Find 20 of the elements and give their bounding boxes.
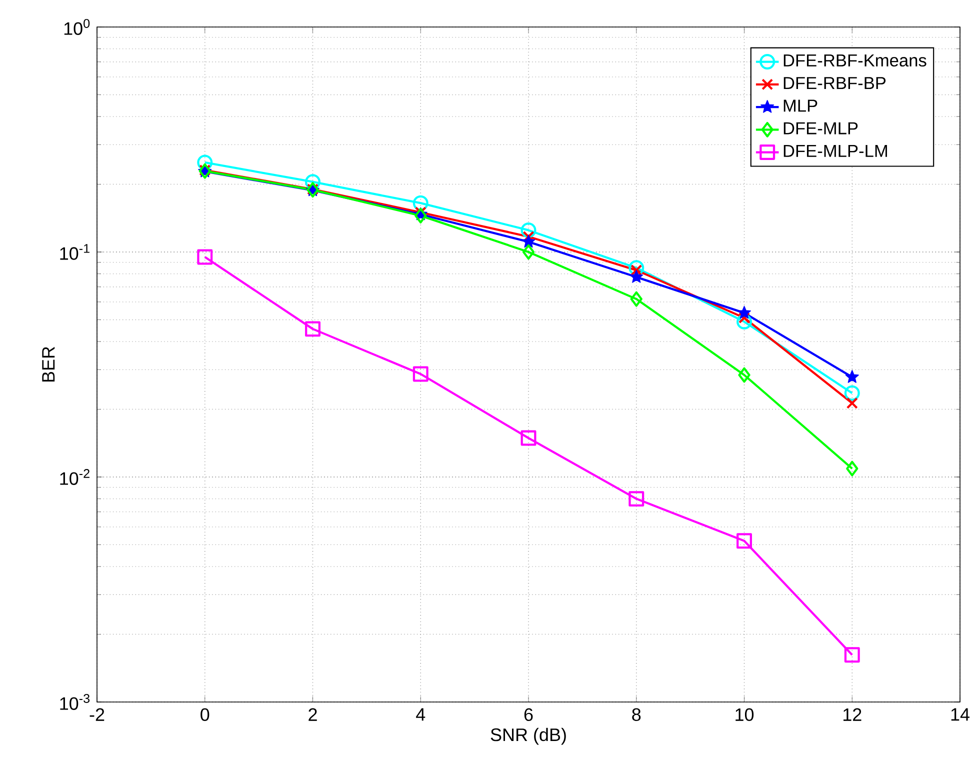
x-tick-label: 14 (951, 708, 970, 721)
legend-label: DFE-RBF-BP (784, 77, 886, 90)
x-tick-label: 8 (632, 708, 641, 721)
x-tick-label: 12 (844, 708, 862, 721)
x-tick-label: -2 (90, 708, 104, 721)
x-tick-label: 0 (200, 708, 210, 721)
legend-label: DFE-MLP-LM (784, 144, 887, 157)
legend-label: DFE-MLP (784, 122, 858, 134)
y-axis-title: BER (42, 346, 55, 382)
x-tick-label: 4 (416, 708, 426, 721)
y-tick-label: 10$^{-3}$ (60, 694, 90, 710)
y-tick-label: 10$^{0}$ (64, 19, 90, 35)
legend-label: DFE-RBF-Kmeans (784, 54, 926, 67)
x-tick-label: 10 (736, 708, 754, 721)
x-axis-title: SNR (dB) (490, 728, 566, 745)
x-tick-label: 6 (524, 708, 533, 721)
y-tick-label: 10$^{-2}$ (60, 469, 90, 485)
legend-label: MLP (784, 100, 818, 112)
x-tick-label: 2 (308, 708, 317, 721)
y-tick-label: 10$^{-1}$ (60, 244, 90, 260)
